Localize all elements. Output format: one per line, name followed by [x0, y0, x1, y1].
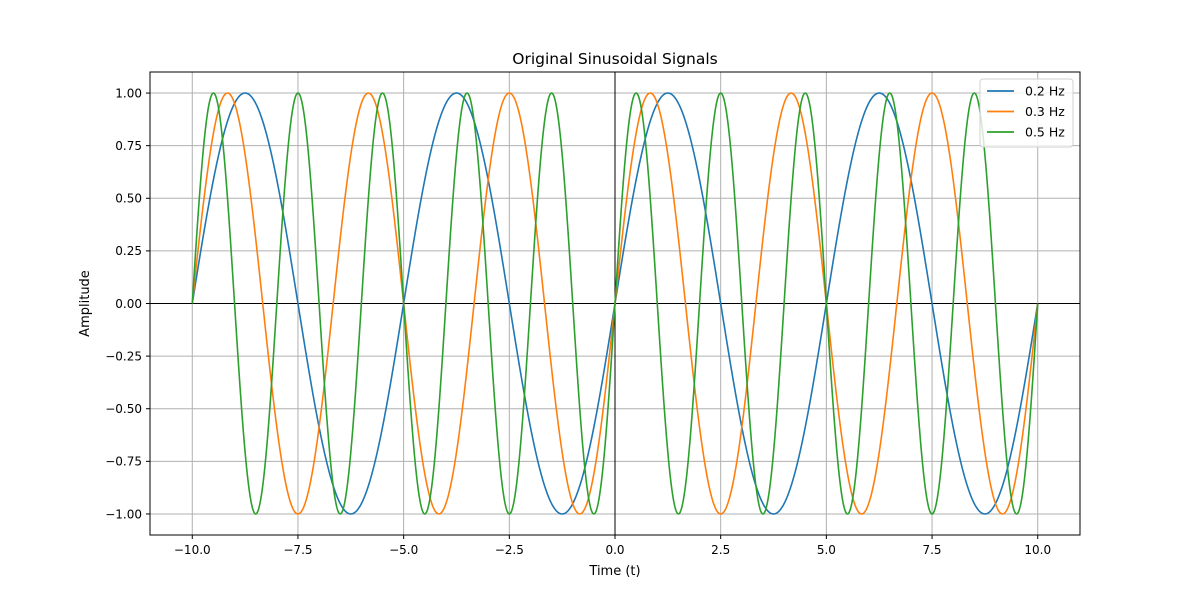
x-tick-label: 2.5 [711, 543, 730, 557]
legend-label: 0.3 Hz [1025, 104, 1065, 119]
x-axis-label: Time (t) [588, 564, 640, 579]
x-tick-label: 5.0 [817, 543, 836, 557]
x-tick-label: −2.5 [495, 543, 524, 557]
x-tick-label: −5.0 [389, 543, 418, 557]
x-tick-label: −10.0 [174, 543, 211, 557]
y-tick-label: 1.00 [115, 86, 142, 100]
x-tick-label: −7.5 [283, 543, 312, 557]
legend-box [979, 78, 1074, 148]
y-axis-ticks: −1.00 −0.75 −0.50 −0.25 0.00 0.25 0.50 0.75 1.00 [105, 86, 150, 521]
y-axis-label: Amplitude [78, 270, 93, 337]
legend-label: 0.5 Hz [1025, 125, 1065, 140]
x-tick-label: 10.0 [1024, 543, 1051, 557]
y-tick-label: −0.50 [105, 402, 142, 416]
legend-label: 0.2 Hz [1025, 84, 1065, 99]
y-tick-label: −0.75 [105, 455, 142, 469]
y-tick-label: 0.00 [115, 297, 142, 311]
y-tick-label: −1.00 [105, 507, 142, 521]
x-tick-label: 0.0 [605, 543, 624, 557]
legend: 0.2 Hz 0.3 Hz 0.5 Hz [979, 78, 1074, 148]
y-tick-label: 0.75 [115, 139, 142, 153]
x-axis-ticks: −10.0 −7.5 −5.0 −2.5 0.0 2.5 5.0 7.5 10.0 [174, 535, 1051, 557]
chart-title: Original Sinusoidal Signals [512, 50, 718, 68]
series-line-0-5-hz [191, 92, 1039, 515]
y-tick-label: −0.25 [105, 349, 142, 363]
series-lines [191, 92, 1039, 515]
y-tick-label: 0.25 [115, 244, 142, 258]
x-tick-label: 7.5 [922, 543, 941, 557]
y-tick-label: 0.50 [115, 192, 142, 206]
